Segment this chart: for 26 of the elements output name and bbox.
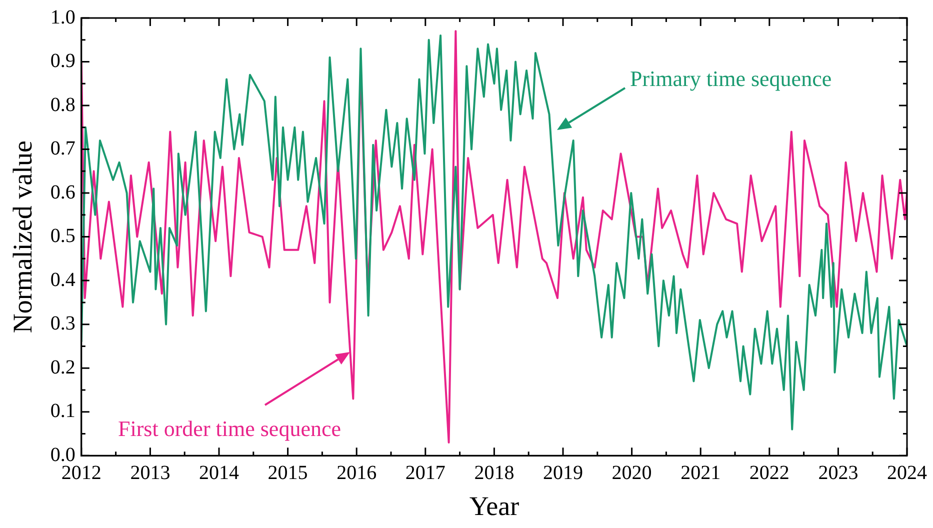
y-tick-label: 0.8 <box>50 94 76 116</box>
x-tick-label: 2019 <box>543 462 583 484</box>
y-tick-label: 0.1 <box>50 400 76 422</box>
y-tick-label: 0.2 <box>50 356 76 378</box>
x-tick-label: 2024 <box>887 462 927 484</box>
x-tick-label: 2013 <box>130 462 170 484</box>
y-tick-label: 1.0 <box>50 6 76 28</box>
x-axis-title: Year <box>469 490 520 521</box>
y-tick-label: 0.5 <box>50 225 76 248</box>
x-tick-label: 2017 <box>405 462 446 484</box>
y-tick-label: 0.3 <box>50 312 76 335</box>
x-tick-label: 2015 <box>268 462 308 484</box>
x-tick-label: 2020 <box>612 462 652 484</box>
x-tick-label: 2021 <box>680 462 721 484</box>
annotation: First order time sequence <box>118 416 341 442</box>
x-tick-label: 2016 <box>336 462 377 484</box>
x-tick-label: 2018 <box>474 462 514 484</box>
x-tick-label: 2014 <box>199 462 239 484</box>
y-tick-label: 0.9 <box>50 50 76 72</box>
x-tick-label: 2023 <box>818 462 858 484</box>
y-axis-title: Normalized value <box>7 140 38 334</box>
x-tick-label: 2022 <box>749 462 790 484</box>
y-tick-label: 0.4 <box>50 268 76 291</box>
y-tick-label: 0.6 <box>50 181 76 204</box>
annotation: Primary time sequence <box>630 66 832 92</box>
y-tick-label: 0.7 <box>50 138 76 160</box>
